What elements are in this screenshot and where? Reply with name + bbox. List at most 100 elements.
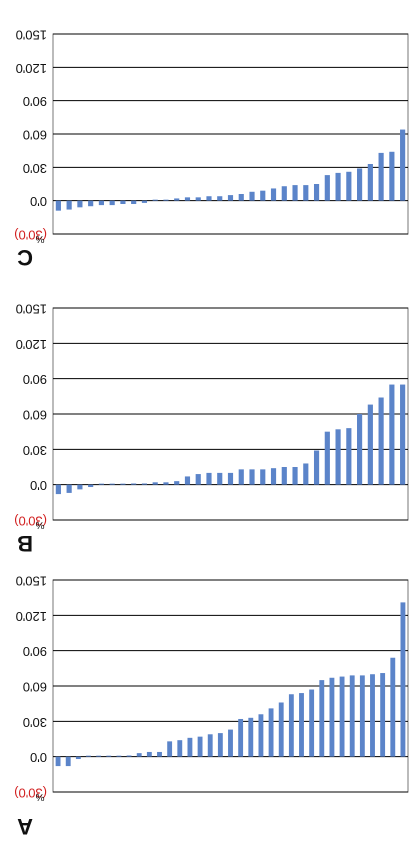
y-tick-label: 60'0 xyxy=(23,408,47,423)
bar xyxy=(217,733,223,757)
bar xyxy=(65,756,71,767)
y-tick-label: 60'0 xyxy=(23,680,47,695)
bar xyxy=(75,756,81,760)
bar xyxy=(217,472,223,485)
bar xyxy=(292,185,298,201)
bar xyxy=(163,482,169,485)
bar xyxy=(206,196,212,201)
bar xyxy=(96,755,102,757)
bar xyxy=(141,200,148,203)
bar xyxy=(346,428,352,485)
bar xyxy=(270,188,277,201)
bar xyxy=(120,200,126,204)
bar xyxy=(98,200,104,206)
bar xyxy=(249,191,255,201)
y-tick-label: 120'0 xyxy=(16,609,47,624)
bar xyxy=(390,657,396,757)
y-tick-label: 90'0 xyxy=(23,372,47,387)
panel-b: (30'0) 0'0 30'0 60'0 90'0 120'0 150'0 B% xyxy=(0,288,420,560)
bar xyxy=(77,484,83,490)
y-tick-label: 30'0 xyxy=(23,443,47,458)
bar xyxy=(303,185,309,201)
bar xyxy=(367,164,373,201)
chart-svg: (30'0) 0'0 30'0 60'0 90'0 120'0 150'0 B% xyxy=(14,302,409,556)
bar xyxy=(195,197,201,201)
y-tick-label: (30'0) xyxy=(14,786,47,801)
bar xyxy=(167,741,173,757)
bar xyxy=(380,673,386,757)
bar xyxy=(260,469,266,485)
y-tick-label: 0'0 xyxy=(30,194,47,209)
bar xyxy=(55,484,61,495)
bar xyxy=(120,483,126,485)
bar xyxy=(346,171,352,201)
bar xyxy=(238,194,244,201)
bar xyxy=(206,472,212,485)
unit-label: % xyxy=(35,519,44,530)
bar xyxy=(281,186,287,201)
bar xyxy=(400,129,406,201)
y-tick-label: 0'0 xyxy=(30,750,47,765)
bar xyxy=(238,718,244,757)
bar xyxy=(187,737,193,757)
bar xyxy=(77,200,83,208)
bar xyxy=(249,469,255,485)
bar xyxy=(238,469,244,485)
bar xyxy=(88,484,94,488)
bar xyxy=(258,714,264,757)
bar xyxy=(177,740,183,757)
bar xyxy=(389,384,395,485)
bar xyxy=(227,472,234,485)
bar xyxy=(136,753,142,757)
bar xyxy=(281,467,287,485)
bar xyxy=(313,184,320,201)
bar xyxy=(88,200,94,207)
bar xyxy=(357,414,363,485)
bar xyxy=(98,483,104,485)
bar xyxy=(329,677,335,757)
bar xyxy=(131,200,137,204)
bar xyxy=(378,397,384,485)
y-tick-label: (30'0) xyxy=(14,514,47,529)
y-tick-label: 30'0 xyxy=(23,161,47,176)
bar xyxy=(197,736,203,757)
panel-label: B xyxy=(17,531,33,556)
y-tick-label: (30'0) xyxy=(14,228,47,243)
panel-label: C xyxy=(17,245,33,270)
bar xyxy=(66,484,72,493)
bar xyxy=(55,756,61,767)
bar xyxy=(55,200,61,211)
bar xyxy=(270,468,277,485)
bar xyxy=(141,483,148,485)
bar xyxy=(228,729,233,757)
bar xyxy=(152,482,158,485)
bar xyxy=(86,755,91,757)
bar xyxy=(324,175,330,201)
panel-c: (30'0) 0'0 30'0 60'0 90'0 120'0 150'0 C% xyxy=(0,5,420,270)
bar xyxy=(152,199,158,201)
bar xyxy=(146,751,152,757)
bar xyxy=(163,199,169,201)
bar xyxy=(217,196,223,201)
y-tick-label: 90'0 xyxy=(23,644,47,659)
bar xyxy=(109,483,115,485)
bar xyxy=(109,200,115,206)
bar xyxy=(174,198,180,201)
unit-label: % xyxy=(35,233,44,244)
bar xyxy=(359,675,365,757)
bar xyxy=(349,675,355,757)
bar xyxy=(278,702,284,757)
panel-a: (30'0) 0'0 30'0 60'0 90'0 120'0 150'0 A% xyxy=(0,574,420,850)
bar xyxy=(174,481,180,485)
bar xyxy=(339,676,345,757)
bar xyxy=(303,463,309,485)
bar xyxy=(370,674,375,757)
bar xyxy=(126,755,132,757)
unit-label: % xyxy=(35,791,44,802)
bar xyxy=(260,190,266,201)
y-tick-label: 90'0 xyxy=(23,94,47,109)
bar xyxy=(184,476,191,485)
y-tick-label: 30'0 xyxy=(23,715,47,730)
chart-svg: (30'0) 0'0 30'0 60'0 90'0 120'0 150'0 A% xyxy=(14,574,409,839)
chart-svg: (30'0) 0'0 30'0 60'0 90'0 120'0 150'0 C% xyxy=(14,28,409,270)
